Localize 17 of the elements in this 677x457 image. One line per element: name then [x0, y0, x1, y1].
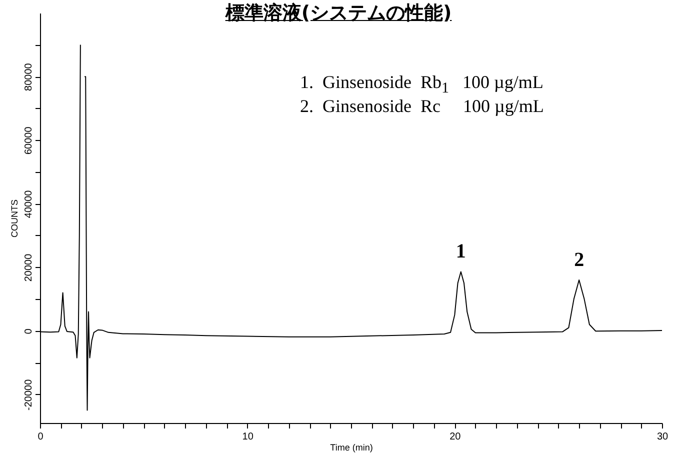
y-tick-label: 80000 [24, 62, 34, 91]
y-tick-label: 40000 [24, 190, 34, 218]
x-tick-label: 10 [242, 432, 254, 442]
y-axis-title: COUNTS [10, 200, 20, 238]
annotation: 1. Ginsenoside Rb$_{1}$ 100 µg/mL [300, 72, 544, 98]
x-tick-label: 30 [656, 432, 668, 442]
y-tick-label: 60000 [24, 126, 34, 155]
y-tick-label: -20000 [24, 378, 34, 410]
x-axis-title: Time (min) [330, 442, 373, 452]
y-tick-label: 20000 [24, 253, 34, 282]
x-tick-label: 0 [38, 432, 44, 442]
chart-title: 標準溶液(システムの性能) [224, 1, 453, 26]
x-tick-label: 20 [450, 432, 462, 442]
annotation: 1 [456, 240, 466, 263]
annotation: 2 [574, 248, 584, 271]
y-tick-label: 0 [24, 328, 34, 334]
annotation: 2. Ginsenoside Rc 100 µg/mL [300, 96, 544, 117]
